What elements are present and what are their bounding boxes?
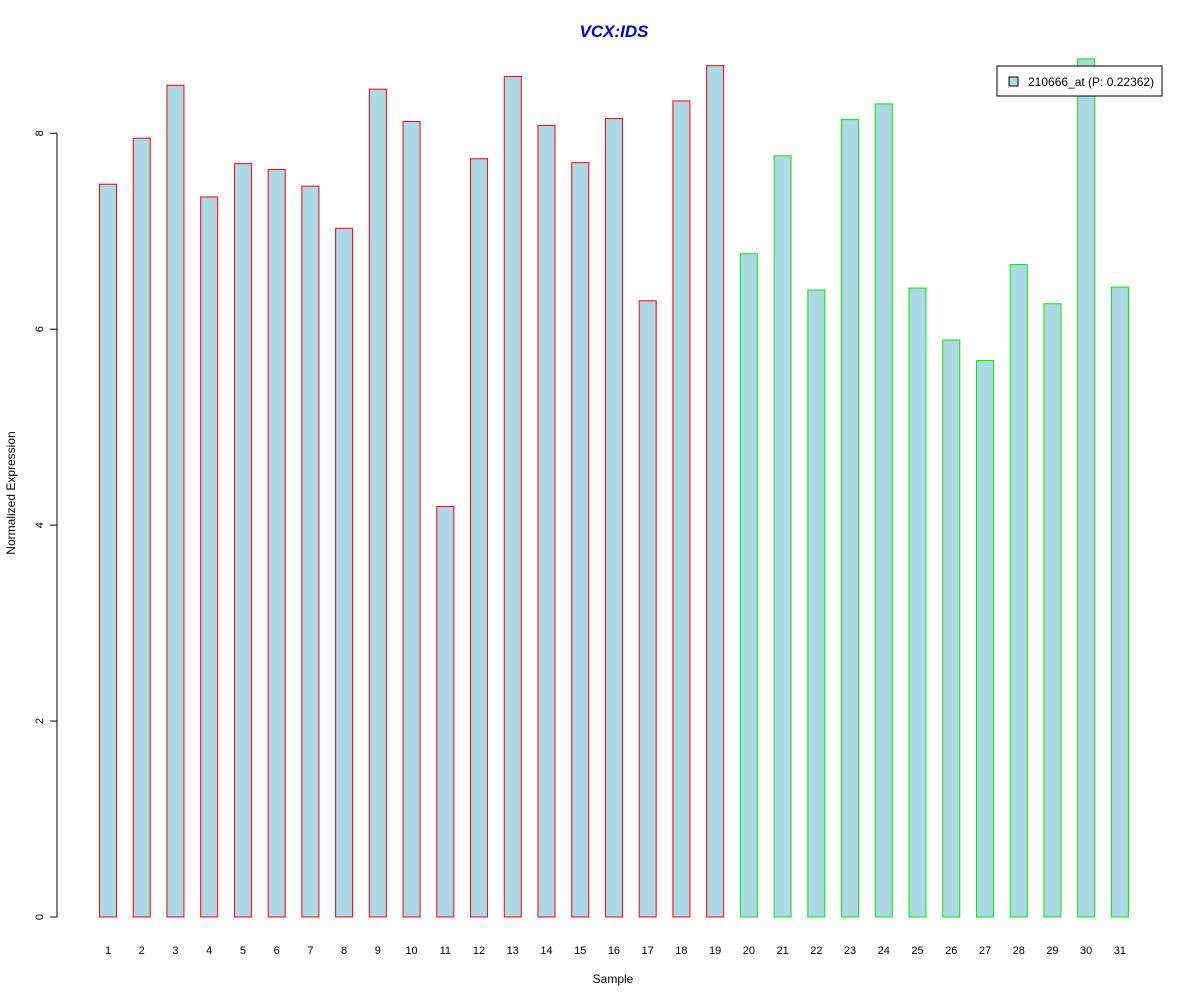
legend: 210666_at (P: 0.22362) (996, 65, 1163, 97)
bar-9 (368, 88, 387, 918)
x-tick-label-10: 10 (405, 945, 417, 957)
x-tick-label-17: 17 (642, 945, 654, 957)
x-tick-label-18: 18 (675, 945, 687, 957)
x-tick-label-27: 27 (979, 945, 991, 957)
y-tick-label-8: 8 (34, 130, 46, 136)
bar-8 (335, 227, 354, 918)
x-tick-label-8: 8 (341, 945, 347, 957)
x-tick-label-2: 2 (139, 945, 145, 957)
bar-7 (301, 185, 320, 918)
bar-22 (807, 289, 826, 918)
x-tick-label-11: 11 (440, 945, 451, 957)
bar-10 (402, 121, 421, 918)
x-tick-label-3: 3 (172, 945, 178, 957)
bar-5 (233, 163, 252, 918)
x-tick-label-9: 9 (375, 945, 381, 957)
chart-title: VCX:IDS (580, 22, 650, 41)
x-axis-label: Sample (593, 972, 634, 986)
bar-15 (571, 162, 590, 918)
bar-23 (841, 119, 860, 918)
x-tick-label-29: 29 (1046, 945, 1058, 957)
bar-18 (672, 100, 691, 918)
y-tick-label-4: 4 (34, 522, 46, 528)
bar-31 (1110, 286, 1129, 918)
y-tick-label-6: 6 (34, 326, 46, 332)
bar-17 (638, 300, 657, 918)
bar-24 (874, 103, 893, 918)
bar-27 (975, 360, 994, 918)
x-tick-label-28: 28 (1013, 945, 1025, 957)
x-tick-label-31: 31 (1114, 945, 1126, 957)
bar-28 (1009, 264, 1028, 918)
y-tick-label-2: 2 (34, 718, 46, 724)
x-tick-label-7: 7 (307, 945, 313, 957)
bar-3 (166, 84, 185, 918)
legend-box (996, 65, 1163, 97)
x-tick-label-6: 6 (274, 945, 280, 957)
bar-21 (773, 155, 792, 918)
x-tick-label-23: 23 (844, 945, 856, 957)
bar-19 (706, 65, 725, 918)
bar-20 (739, 253, 758, 918)
bar-1 (99, 183, 117, 918)
x-tick-label-19: 19 (709, 945, 721, 957)
bar-16 (604, 118, 623, 918)
x-tick-label-20: 20 (743, 945, 755, 957)
bar-25 (908, 287, 927, 918)
legend-swatch (1008, 76, 1019, 87)
bar-6 (267, 169, 286, 918)
bar-4 (200, 196, 219, 918)
x-tick-label-13: 13 (507, 945, 519, 957)
x-tick-label-14: 14 (540, 945, 552, 957)
x-tick-label-21: 21 (776, 945, 788, 957)
x-tick-label-5: 5 (240, 945, 246, 957)
bar-26 (942, 339, 961, 918)
bars-group (99, 58, 1129, 918)
y-tick-label-0: 0 (34, 914, 46, 920)
x-tick-labels: 1 2 3 4 5 6 7 8 9 10 11 12 13 14 15 16 17 18 19 20 21 22 23 24 2… (105, 945, 1126, 957)
y-axis: 0 2 4 6 8 (34, 130, 58, 920)
x-tick-label-4: 4 (206, 945, 212, 957)
bar-11 (436, 506, 455, 918)
x-tick-label-16: 16 (608, 945, 620, 957)
x-tick-label-15: 15 (574, 945, 586, 957)
bar-29 (1043, 303, 1062, 918)
x-tick-label-24: 24 (878, 945, 890, 957)
y-axis-label: Normalized Expression (4, 431, 18, 554)
bar-14 (537, 124, 556, 918)
x-tick-label-1: 1 (105, 945, 111, 957)
bar-13 (503, 75, 522, 918)
bar-12 (470, 158, 489, 918)
x-tick-label-12: 12 (473, 945, 485, 957)
bar-2 (132, 137, 151, 918)
x-tick-label-30: 30 (1080, 945, 1092, 957)
x-tick-label-22: 22 (810, 945, 822, 957)
x-tick-label-26: 26 (945, 945, 957, 957)
bar-30 (1077, 58, 1096, 918)
x-tick-label-25: 25 (911, 945, 923, 957)
legend-entry: 210666_at (P: 0.22362) (1028, 75, 1154, 89)
